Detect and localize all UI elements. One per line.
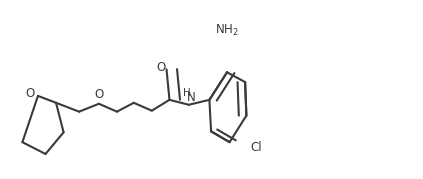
Text: H: H — [183, 88, 191, 98]
Text: O: O — [157, 61, 166, 74]
Text: Cl: Cl — [251, 141, 262, 154]
Text: NH$_2$: NH$_2$ — [215, 23, 239, 38]
Text: O: O — [25, 87, 34, 100]
Text: O: O — [94, 88, 104, 101]
Text: N: N — [187, 91, 196, 104]
